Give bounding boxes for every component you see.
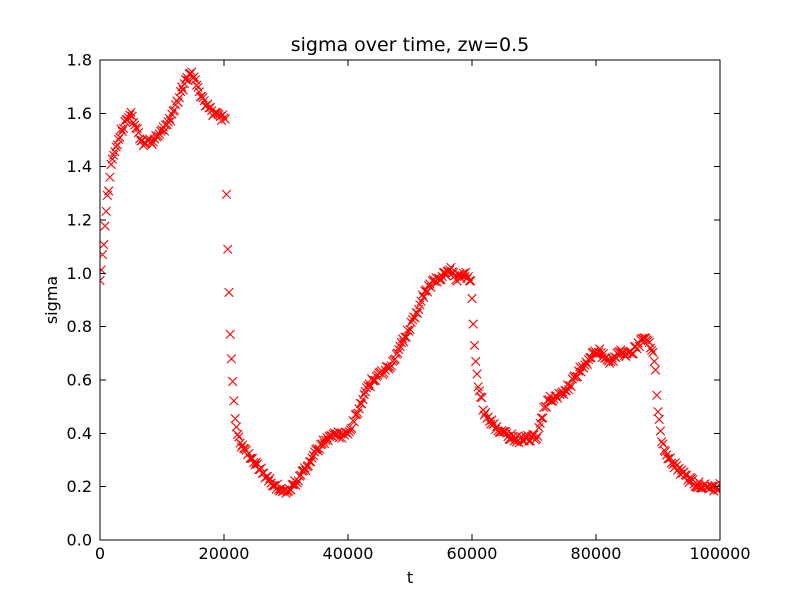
data-point-markers: [100, 67, 720, 498]
axis-tick-labels: 0 20000 40000 60000 80000 100000 0.0 0.2 0.4 0.6 0…: [67, 51, 751, 564]
scatter-markers: [100, 67, 720, 498]
y-tick-label: 1.0: [67, 264, 92, 283]
y-tick-label: 0.4: [67, 424, 92, 443]
x-tick-label: 80000: [571, 544, 622, 563]
chart-title: sigma over time, zw=0.5: [291, 34, 530, 56]
x-tick-label: 20000: [199, 544, 250, 563]
y-tick-label: 0.0: [67, 531, 92, 550]
y-tick-label: 1.2: [67, 211, 92, 230]
axis-ticks: [99, 59, 721, 541]
x-axis-label: t: [407, 568, 413, 587]
x-tick-label: 40000: [323, 544, 374, 563]
y-axis-label: sigma: [42, 276, 61, 324]
y-tick-label: 0.6: [67, 371, 92, 390]
y-tick-label: 1.6: [67, 104, 92, 123]
y-tick-label: 0.8: [67, 317, 92, 336]
y-tick-label: 1.4: [67, 157, 92, 176]
x-tick-label: 0: [95, 544, 105, 563]
x-tick-label: 60000: [447, 544, 498, 563]
x-tick-label: 100000: [689, 544, 750, 563]
plot-frame: [99, 59, 721, 541]
y-tick-label: 0.2: [67, 477, 92, 496]
y-tick-label: 1.8: [67, 51, 92, 70]
